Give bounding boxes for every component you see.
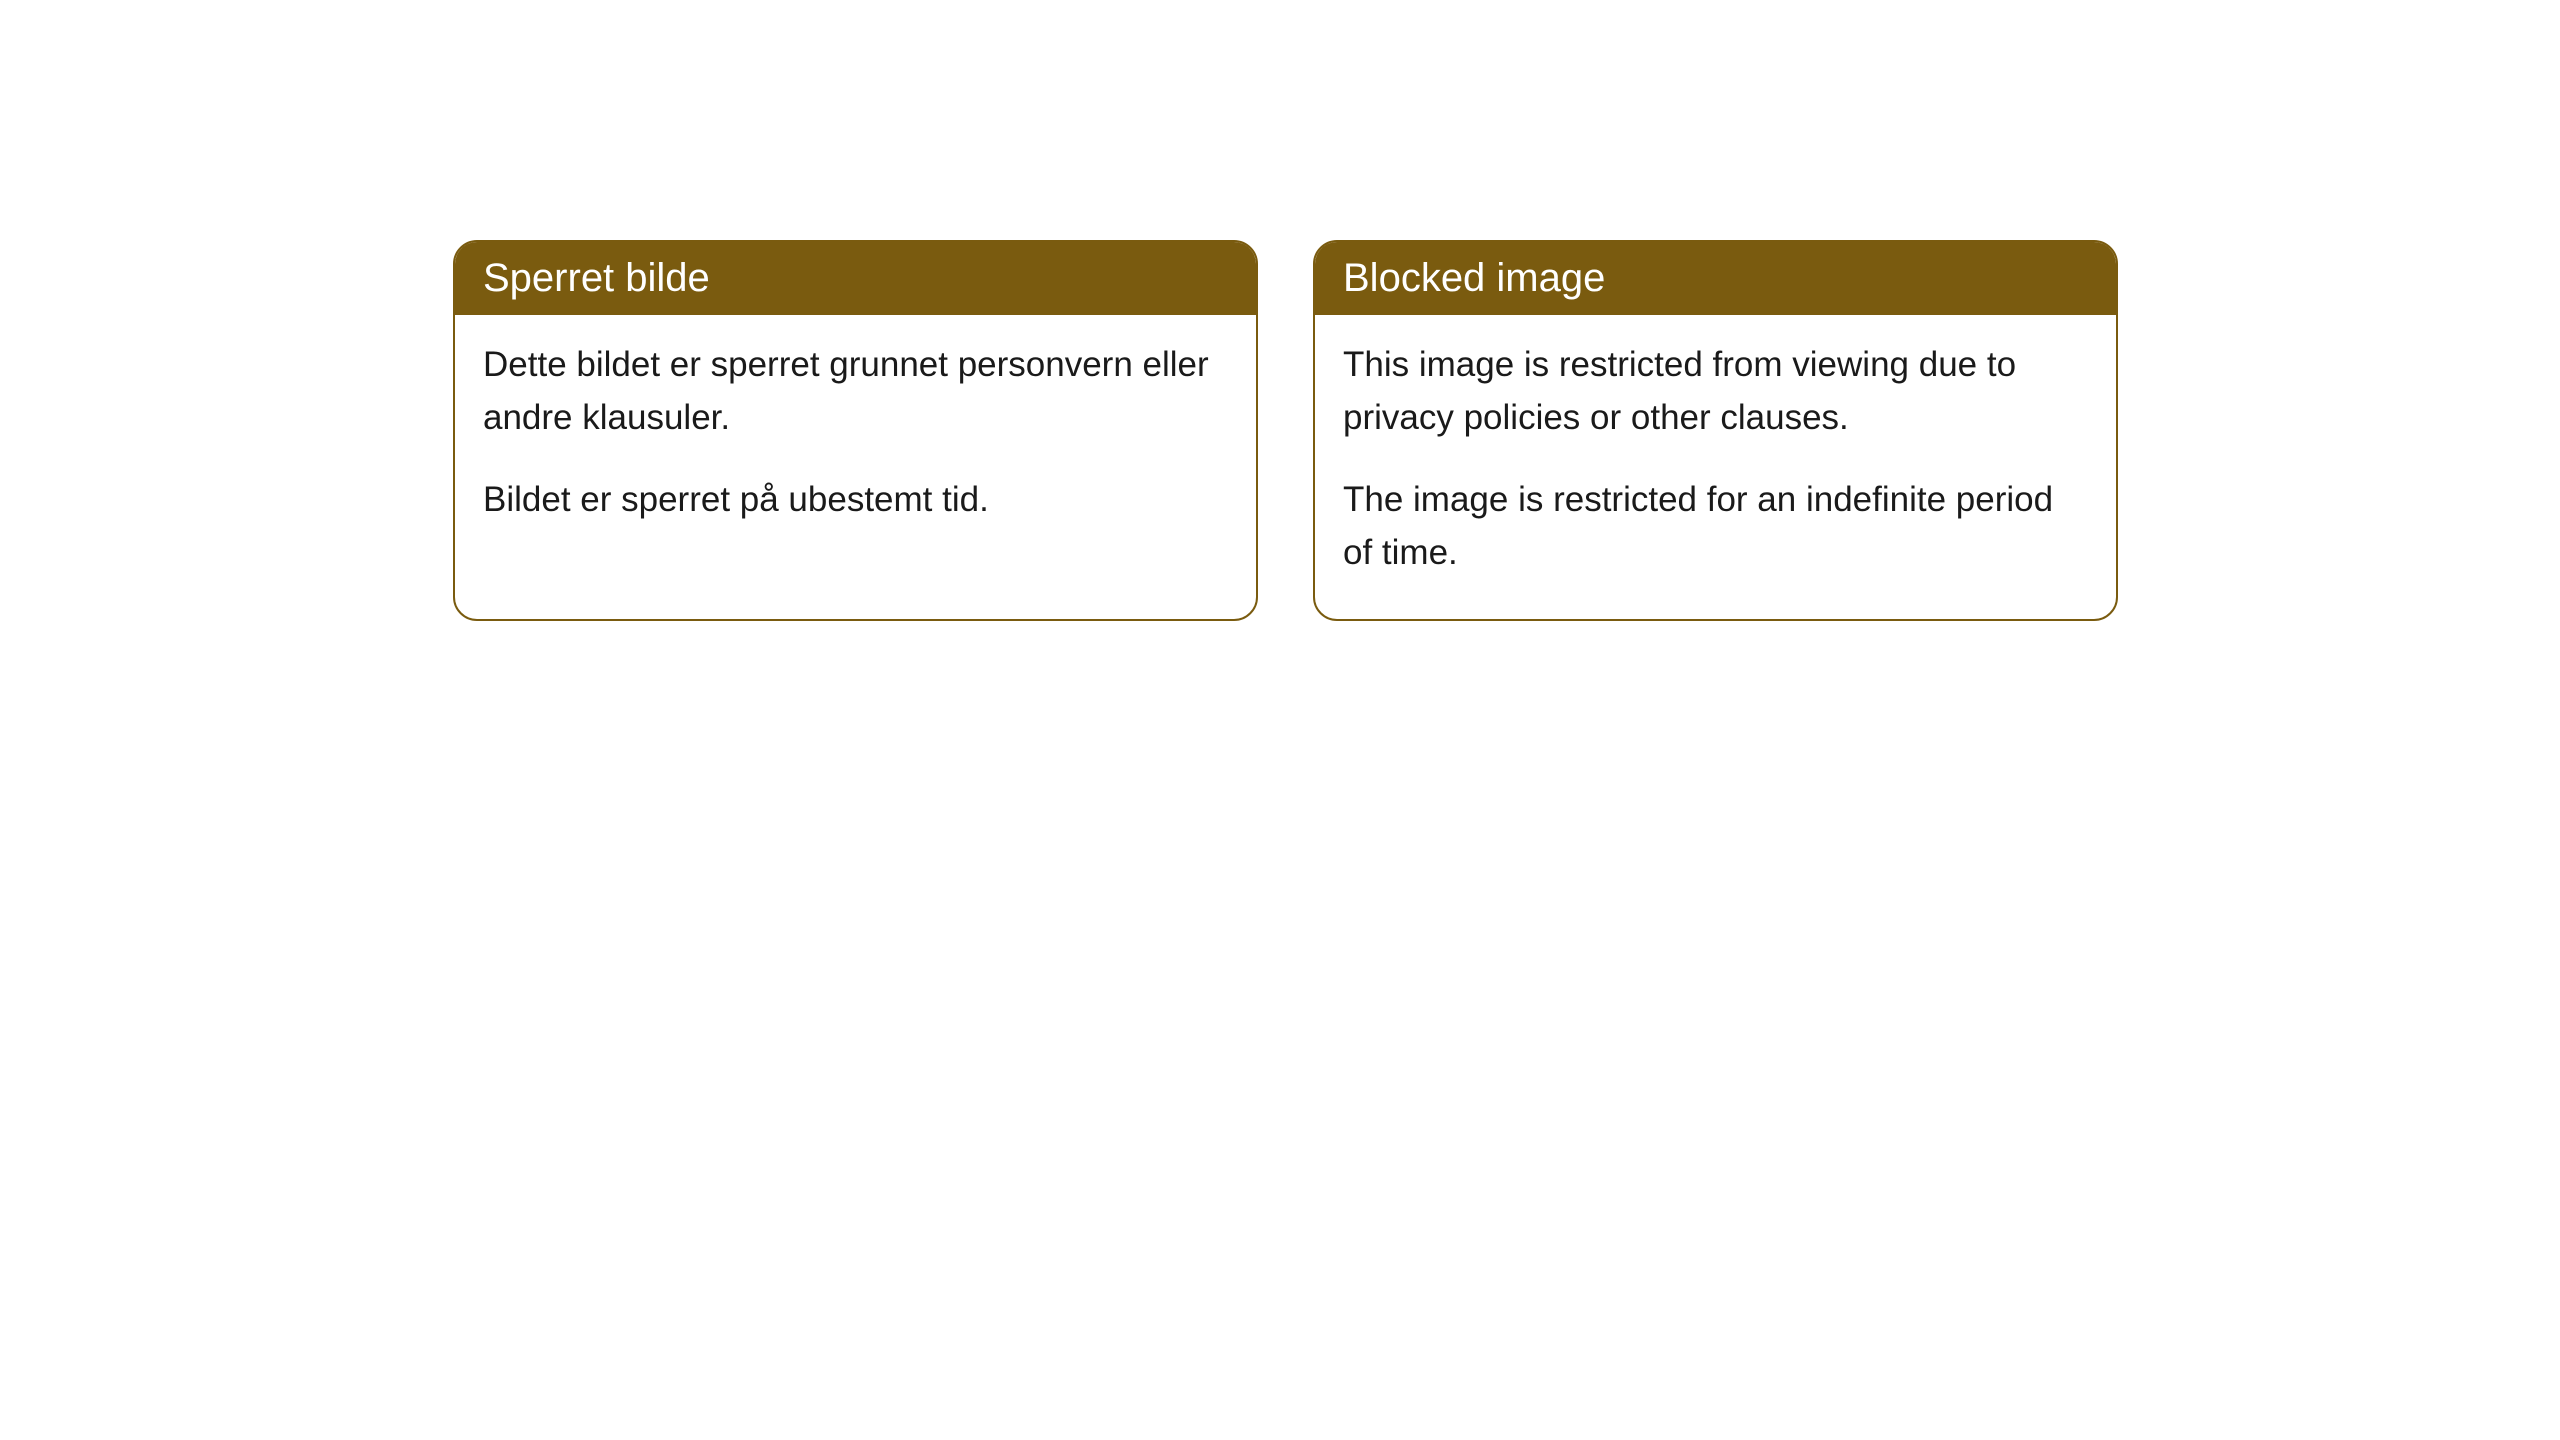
card-header-english: Blocked image — [1315, 242, 2116, 315]
cards-container: Sperret bilde Dette bildet er sperret gr… — [453, 240, 2118, 621]
card-paragraph-1: Dette bildet er sperret grunnet personve… — [483, 339, 1228, 444]
card-norwegian: Sperret bilde Dette bildet er sperret gr… — [453, 240, 1258, 621]
card-body-english: This image is restricted from viewing du… — [1315, 315, 2116, 619]
card-paragraph-2: Bildet er sperret på ubestemt tid. — [483, 474, 1228, 527]
card-english: Blocked image This image is restricted f… — [1313, 240, 2118, 621]
card-title: Sperret bilde — [483, 256, 710, 300]
card-paragraph-2: The image is restricted for an indefinit… — [1343, 474, 2088, 579]
card-header-norwegian: Sperret bilde — [455, 242, 1256, 315]
card-paragraph-1: This image is restricted from viewing du… — [1343, 339, 2088, 444]
card-title: Blocked image — [1343, 256, 1605, 300]
card-body-norwegian: Dette bildet er sperret grunnet personve… — [455, 315, 1256, 567]
